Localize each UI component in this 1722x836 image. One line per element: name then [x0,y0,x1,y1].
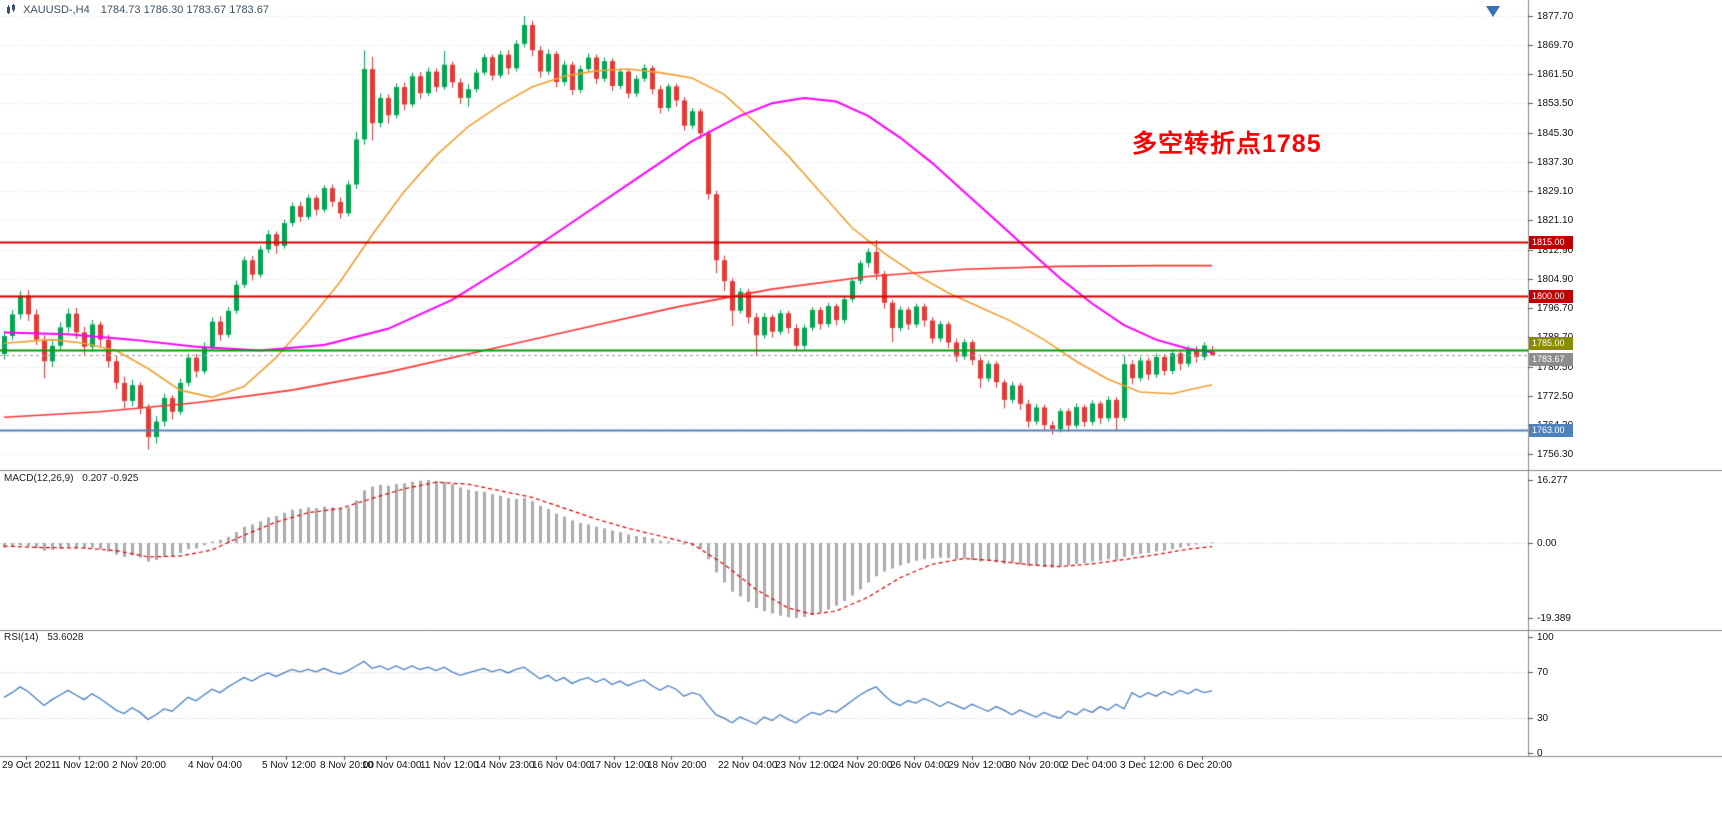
price-scale[interactable]: 1877.70 1869.70 1861.50 1853.50 1845.30 1837.… [1528,0,1722,759]
macd-tick-label: -19.389 [1537,613,1571,624]
time-axis-label: 29 Nov 12:00 [948,760,1008,771]
price-tick-label: 1837.30 [1537,156,1574,168]
symbol-period-label: XAUUSD-,H4 [23,4,90,16]
time-axis-label: 10 Nov 04:00 [362,760,422,771]
time-axis-label: 14 Nov 23:00 [475,760,535,771]
time-axis-label: 3 Dec 12:00 [1120,760,1174,771]
time-axis-label: 8 Nov 20:00 [320,760,374,771]
ohlc-readout: 1784.73 1786.30 1783.67 1783.67 [100,4,269,16]
autoscroll-icon [1486,6,1500,17]
price-tick-label: 1804.90 [1537,273,1574,285]
macd-name: MACD(12,26,9) [4,473,74,484]
time-axis-label: 16 Nov 04:00 [532,760,592,771]
price-tick-label: 1877.70 [1537,11,1574,22]
time-axis-label: 23 Nov 12:00 [775,760,835,771]
price-tick-label: 1812.90 [1537,244,1574,256]
price-tick-label: 1772.50 [1537,390,1574,402]
rsi-tick-label: 0 [1537,748,1543,759]
price-tick-label: 1756.30 [1537,449,1574,460]
time-axis-label: 1 Nov 12:00 [55,760,109,771]
price-level-label: 1763.00 [1529,423,1573,437]
time-axis-label: 26 Nov 04:00 [890,760,950,771]
time-axis-label: 22 Nov 04:00 [718,760,778,771]
price-tick-label: 1829.10 [1537,186,1574,198]
chart-icon [7,4,15,14]
rsi-tick-label: 100 [1537,632,1554,643]
macd-values: 0.207 -0.925 [82,473,139,484]
time-axis-label: 30 Nov 20:00 [1005,760,1065,771]
time-axis-label: 11 Nov 12:00 [420,760,479,771]
price-tick-label: 1821.10 [1537,215,1574,227]
price-level-label: 1800.00 [1529,290,1573,304]
rsi-indicator-label: RSI(14) 53.6028 [4,632,83,643]
price-tick-label: 1845.30 [1537,127,1574,139]
time-scale[interactable]: 29 Oct 2021 1 Nov 12:00 2 Nov 20:00 4 Nov 0… [0,756,1722,780]
annotation-text: 多空转折点1785 [1132,130,1322,158]
current-price-label: 1783.67 [1529,353,1573,367]
time-axis-label: 2 Nov 20:00 [112,760,166,771]
rsi-value: 53.6028 [47,632,84,643]
rsi-tick-label: 70 [1537,666,1549,678]
price-level-label: 1815.00 [1529,236,1573,250]
price-tick-label: 1861.50 [1537,69,1574,81]
time-axis-label: 18 Nov 20:00 [647,760,707,771]
price-tick-label: 1796.70 [1537,303,1574,315]
rsi-name: RSI(14) [4,632,39,643]
price-tick-label: 1780.50 [1537,361,1574,373]
price-tick-label: 1853.50 [1537,98,1574,110]
time-axis-label: 29 Oct 2021 [2,760,57,771]
macd-tick-label: 0.00 [1537,537,1557,549]
time-axis-label: 6 Dec 20:00 [1178,760,1232,771]
macd-indicator-label: MACD(12,26,9) 0.207 -0.925 [4,473,138,484]
time-axis-label: 17 Nov 12:00 [590,760,650,771]
time-axis-label: 2 Dec 04:00 [1063,760,1117,771]
time-axis-label: 5 Nov 12:00 [262,760,316,771]
time-axis-label: 24 Nov 20:00 [833,760,893,771]
macd-tick-label: 16.277 [1537,475,1568,486]
price-level-label: 1785.00 [1529,337,1573,351]
rsi-tick-label: 30 [1537,713,1549,725]
chart-header: XAUUSD-,H4 1784.73 1786.30 1783.67 1783.… [6,4,269,16]
price-tick-label: 1869.70 [1537,39,1574,51]
time-axis-label: 4 Nov 04:00 [188,760,242,771]
